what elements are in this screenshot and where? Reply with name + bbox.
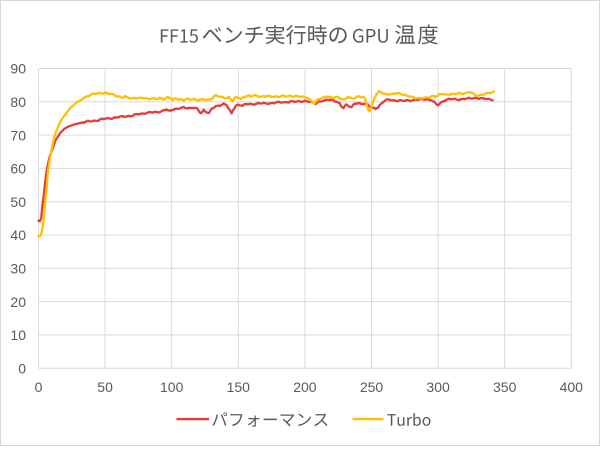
svg-text:200: 200: [293, 379, 317, 395]
svg-text:60: 60: [10, 161, 26, 177]
svg-text:90: 90: [10, 61, 26, 77]
svg-text:30: 30: [10, 261, 26, 277]
svg-text:350: 350: [493, 379, 517, 395]
svg-text:250: 250: [360, 379, 384, 395]
svg-text:70: 70: [10, 127, 26, 143]
svg-text:40: 40: [10, 227, 26, 243]
svg-text:50: 50: [10, 194, 26, 210]
svg-text:0: 0: [18, 360, 26, 376]
svg-text:50: 50: [97, 379, 113, 395]
svg-text:150: 150: [227, 379, 251, 395]
svg-text:400: 400: [560, 379, 584, 395]
svg-text:20: 20: [10, 294, 26, 310]
svg-text:300: 300: [426, 379, 450, 395]
svg-text:10: 10: [10, 327, 26, 343]
svg-text:100: 100: [160, 379, 184, 395]
svg-text:0: 0: [35, 379, 43, 395]
svg-text:80: 80: [10, 94, 26, 110]
